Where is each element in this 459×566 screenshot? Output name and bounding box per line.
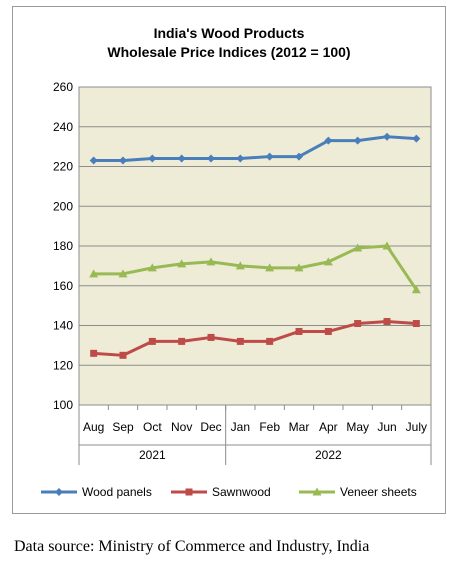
data-point-sawnwood-4 [207,333,215,341]
data-point-veneer-sheets-5 [235,261,245,270]
y-tick-label-180: 180 [53,239,73,253]
data-point-wood-panels-4 [207,154,215,163]
data-point-wood-panels-9 [353,136,362,145]
data-point-veneer-sheets-4 [206,257,216,266]
data-point-sawnwood-5 [236,337,244,345]
data-point-wood-panels-10 [383,132,391,141]
y-tick-label-220: 220 [53,160,73,174]
y-tick-label-120: 120 [53,358,73,372]
x-tick-label-feb: Feb [259,420,280,434]
chart: India's Wood Products Wholesale Price Ind… [41,25,432,499]
data-point-veneer-sheets-8 [323,257,333,266]
data-point-veneer-sheets-11 [411,285,421,294]
data-point-sawnwood-11 [412,320,420,328]
data-point-wood-panels-3 [177,154,186,163]
data-point-wood-panels-6 [265,152,274,161]
data-point-wood-panels-0 [89,156,98,165]
data-point-veneer-sheets-3 [177,259,187,268]
series-line-wood-panels [93,135,417,163]
data-point-wood-panels-8 [324,136,333,145]
x-tick-label-apr: Apr [319,420,338,434]
data-point-wood-panels-11 [412,134,421,143]
chart-title-line-1: India's Wood Products [154,25,305,41]
x-tick-label-july: July [406,420,427,434]
data-point-sawnwood-3 [178,337,186,345]
y-tick-label-140: 140 [53,319,73,333]
x-tick-label-sep: Sep [112,420,134,434]
x-tick-label-dec: Dec [200,420,221,434]
data-point-sawnwood-7 [295,327,303,335]
y-tick-label-200: 200 [53,199,73,213]
data-point-wood-panels-7 [295,152,303,161]
legend-marker-sawnwood [185,488,193,496]
data-point-veneer-sheets-1 [118,269,128,278]
x-tick-label-aug: Aug [83,420,104,434]
data-point-wood-panels-2 [148,154,157,163]
series-line-sawnwood [93,320,417,357]
data-point-wood-panels-1 [119,156,127,165]
data-point-veneer-sheets-7 [294,263,304,272]
chart-frame: India's Wood Products Wholesale Price Ind… [12,6,446,514]
data-point-veneer-sheets-10 [382,241,392,250]
legend-marker-wood-panels [55,488,63,496]
data-point-wood-panels-5 [236,154,245,163]
legend-label-wood-panels: Wood panels [82,485,152,499]
data-point-sawnwood-10 [383,318,391,326]
x-tick-label-may: May [346,420,369,434]
data-point-sawnwood-1 [119,351,127,359]
x-tick-label-oct: Oct [143,420,162,434]
data-point-veneer-sheets-0 [89,269,99,278]
data-point-sawnwood-9 [354,320,362,328]
legend-label-sawnwood: Sawnwood [212,485,271,499]
year-label-2021: 2021 [139,448,166,462]
x-tick-label-jun: Jun [377,420,396,434]
y-tick-label-160: 160 [53,279,73,293]
series-line-veneer-sheets [93,244,418,291]
x-tick-label-mar: Mar [289,420,310,434]
x-tick-label-jan: Jan [231,420,250,434]
data-point-sawnwood-2 [148,337,156,345]
year-label-2022: 2022 [315,448,342,462]
data-source-note: Data source: Ministry of Commerce and In… [14,538,370,555]
legend-marker-veneer-sheets [312,487,322,496]
x-tick-label-nov: Nov [171,420,192,434]
y-tick-label-240: 240 [53,120,73,134]
data-point-veneer-sheets-9 [353,243,363,252]
data-point-sawnwood-8 [324,327,332,335]
data-point-sawnwood-6 [266,337,274,345]
y-tick-label-260: 260 [53,80,73,94]
y-tick-label-100: 100 [53,398,73,412]
data-point-sawnwood-0 [90,349,98,357]
data-point-veneer-sheets-2 [147,263,157,272]
chart-title-line-2: Wholesale Price Indices (2012 = 100) [107,44,350,60]
legend-label-veneer-sheets: Veneer sheets [340,485,417,499]
data-point-veneer-sheets-6 [265,263,275,272]
